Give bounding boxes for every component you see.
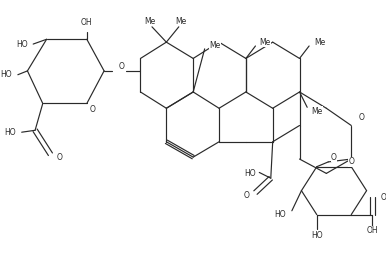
Text: Me: Me — [311, 107, 322, 116]
Text: Me: Me — [210, 41, 221, 50]
Text: Me: Me — [314, 38, 325, 47]
Text: Me: Me — [144, 16, 156, 25]
Text: O: O — [381, 193, 386, 202]
Text: O: O — [244, 191, 250, 200]
Text: HO: HO — [16, 39, 27, 48]
Text: HO: HO — [311, 231, 323, 240]
Text: O: O — [331, 153, 337, 162]
Text: OH: OH — [367, 226, 378, 235]
Text: O: O — [56, 153, 62, 162]
Text: Me: Me — [175, 16, 186, 25]
Text: Me: Me — [259, 38, 271, 47]
Text: HO: HO — [0, 70, 12, 79]
Text: HO: HO — [244, 169, 256, 178]
Text: O: O — [359, 113, 365, 122]
Text: O: O — [90, 105, 95, 114]
Text: OH: OH — [81, 18, 93, 27]
Text: HO: HO — [4, 128, 16, 137]
Text: O: O — [119, 62, 124, 71]
Text: HO: HO — [274, 210, 286, 219]
Text: O: O — [348, 157, 354, 166]
